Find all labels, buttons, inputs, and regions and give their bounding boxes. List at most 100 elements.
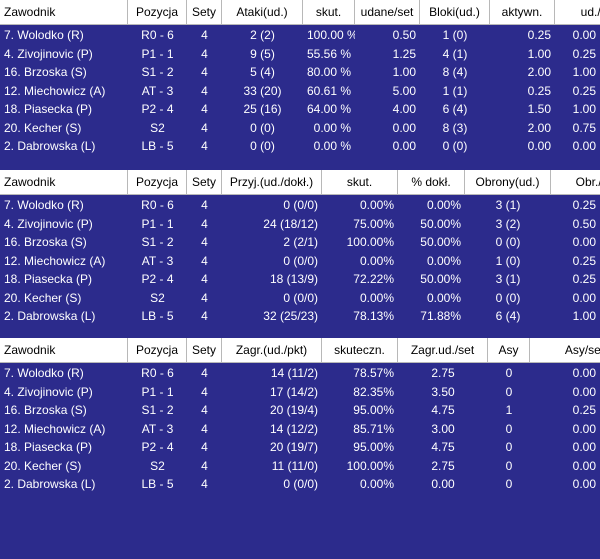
column-header: Obr./se <box>551 170 600 195</box>
table-cell: 0.75 <box>572 120 596 135</box>
table-cell: 0.25 <box>572 403 596 417</box>
table-cell: 0.25 <box>572 46 596 61</box>
table-cell: 85.71% <box>353 421 394 436</box>
table-cell: 100.00% <box>346 458 394 473</box>
table-cell: 4 <box>201 384 208 399</box>
table-cell: 4 <box>201 198 208 212</box>
table-cell: 78.57% <box>353 366 394 380</box>
column-header: aktywn. <box>490 0 555 25</box>
table-cell: 2 (2/1) <box>283 235 318 249</box>
table-cell: 18 (13/9) <box>269 272 318 286</box>
table-cell: AT - 3 <box>141 253 174 268</box>
table-cell: 4.00 <box>392 102 416 116</box>
table-cell: 4 <box>201 235 208 249</box>
table-cell: 0 (0/0) <box>283 253 318 268</box>
table-cell: P2 - 4 <box>141 102 174 116</box>
table-cell: 0.00 <box>572 366 596 380</box>
table-cell: 16. Brzoska (S) <box>4 235 87 249</box>
table-cell: R0 - 6 <box>141 28 174 42</box>
table-cell: 2. Dabrowska (L) <box>4 139 96 153</box>
table-cell: 20. Kecher (S) <box>4 290 82 305</box>
table-cell: 0 (0) <box>495 290 521 305</box>
table-cell: 3 (2) <box>495 216 521 231</box>
table-cell: 20. Kecher (S) <box>4 120 82 135</box>
table-cell: 0.00% <box>426 290 461 305</box>
table-cell: 64.00 % <box>307 102 352 116</box>
table-cell: 4 <box>201 458 208 473</box>
table-cell: 7. Wolodko (R) <box>4 366 84 380</box>
table-cell: 5.00 <box>392 83 416 98</box>
table-cell: LB - 5 <box>141 139 174 153</box>
column-header: Obrony(ud.) <box>465 170 551 195</box>
table-cell: 50.00% <box>420 235 461 249</box>
table-cell: 4.75 <box>431 440 455 454</box>
table-cell: 4 <box>201 440 208 454</box>
column-header: udane/set <box>355 0 420 25</box>
table-cell: 4 <box>201 253 208 268</box>
table-cell: 60.61 % <box>307 83 352 98</box>
table-cell: 0.25 <box>572 198 596 212</box>
table-cell: 80.00 % <box>307 65 352 79</box>
table-cell: P1 - 1 <box>141 216 174 231</box>
table-cell: 16. Brzoska (S) <box>4 403 87 417</box>
table-cell: 3.50 <box>431 384 455 399</box>
table-cell: 0.00% <box>426 198 461 212</box>
table-cell: 0.00% <box>359 290 394 305</box>
table-cell: 0.00 <box>572 290 596 305</box>
table-cell: 7. Wolodko (R) <box>4 198 84 212</box>
table-cell: 0.00 <box>392 120 416 135</box>
table-cell: 18. Piasecka (P) <box>4 102 93 116</box>
table-cell: 95.00% <box>353 440 394 454</box>
table-cell: 0.00 <box>572 235 596 249</box>
table-cell: 1.00 <box>572 309 596 323</box>
table-cell: 4 <box>201 290 208 305</box>
table-cell: 4. Zivojinovic (P) <box>4 216 93 231</box>
table-cell: 4. Zivojinovic (P) <box>4 46 93 61</box>
table-cell: P1 - 1 <box>141 384 174 399</box>
table-cell: 100.00 % <box>307 28 355 42</box>
table-cell: 1.00 <box>572 65 596 79</box>
table-cell: 20 (19/4) <box>269 403 318 417</box>
column-header: Asy <box>488 338 530 363</box>
table-cell: 0.00 % <box>313 139 351 153</box>
column-header: ud./se <box>555 0 600 25</box>
table-cell: 0.00 <box>572 477 596 491</box>
table-cell: 0 (0) <box>250 139 275 153</box>
table-cell: 3 (1) <box>495 198 521 212</box>
table-cell: 0 <box>505 477 513 491</box>
column-header: Zagr.(ud./pkt) <box>222 338 322 363</box>
table-cell: 3.00 <box>431 421 455 436</box>
column-header: Przyj.(ud./dokł.) <box>222 170 322 195</box>
table-cell: 4 <box>201 28 208 42</box>
table-cell: 4 <box>201 216 208 231</box>
table-cell: 4 <box>201 139 208 153</box>
table-cell: 50.00% <box>420 272 461 286</box>
table-cell: 0.00 % <box>313 120 351 135</box>
table-cell: 2 (2) <box>250 28 275 42</box>
table-cell: 12. Miechowicz (A) <box>4 421 106 436</box>
table-cell: 2.00 <box>527 120 551 135</box>
column-header: Asy/set <box>530 338 600 363</box>
table-cell: 0 <box>505 458 513 473</box>
table-cell: 16. Brzoska (S) <box>4 65 87 79</box>
table-cell: 0.00 <box>392 139 416 153</box>
table-cell: 75.00% <box>353 216 394 231</box>
table-cell: 1 (1) <box>442 83 468 98</box>
table-cell: 4 <box>201 120 208 135</box>
table-cell: 1.25 <box>392 46 416 61</box>
column-header: Ataki(ud.) <box>222 0 303 25</box>
table-cell: LB - 5 <box>141 477 174 491</box>
table-cell: 1 (0) <box>495 253 521 268</box>
table-cell: S2 <box>150 290 165 305</box>
table-cell: P1 - 1 <box>141 46 174 61</box>
table-cell: 1.00 <box>527 46 551 61</box>
table-cell: 18. Piasecka (P) <box>4 440 93 454</box>
table-cell: 0.00% <box>359 477 394 491</box>
table-cell: 1.00 <box>572 102 596 116</box>
column-header: skut. <box>303 0 355 25</box>
table-cell: 8 (4) <box>442 65 468 79</box>
table-cell: 0.00 <box>572 139 596 153</box>
table-cell: 0 (0) <box>495 235 521 249</box>
table-cell: 18. Piasecka (P) <box>4 272 93 286</box>
